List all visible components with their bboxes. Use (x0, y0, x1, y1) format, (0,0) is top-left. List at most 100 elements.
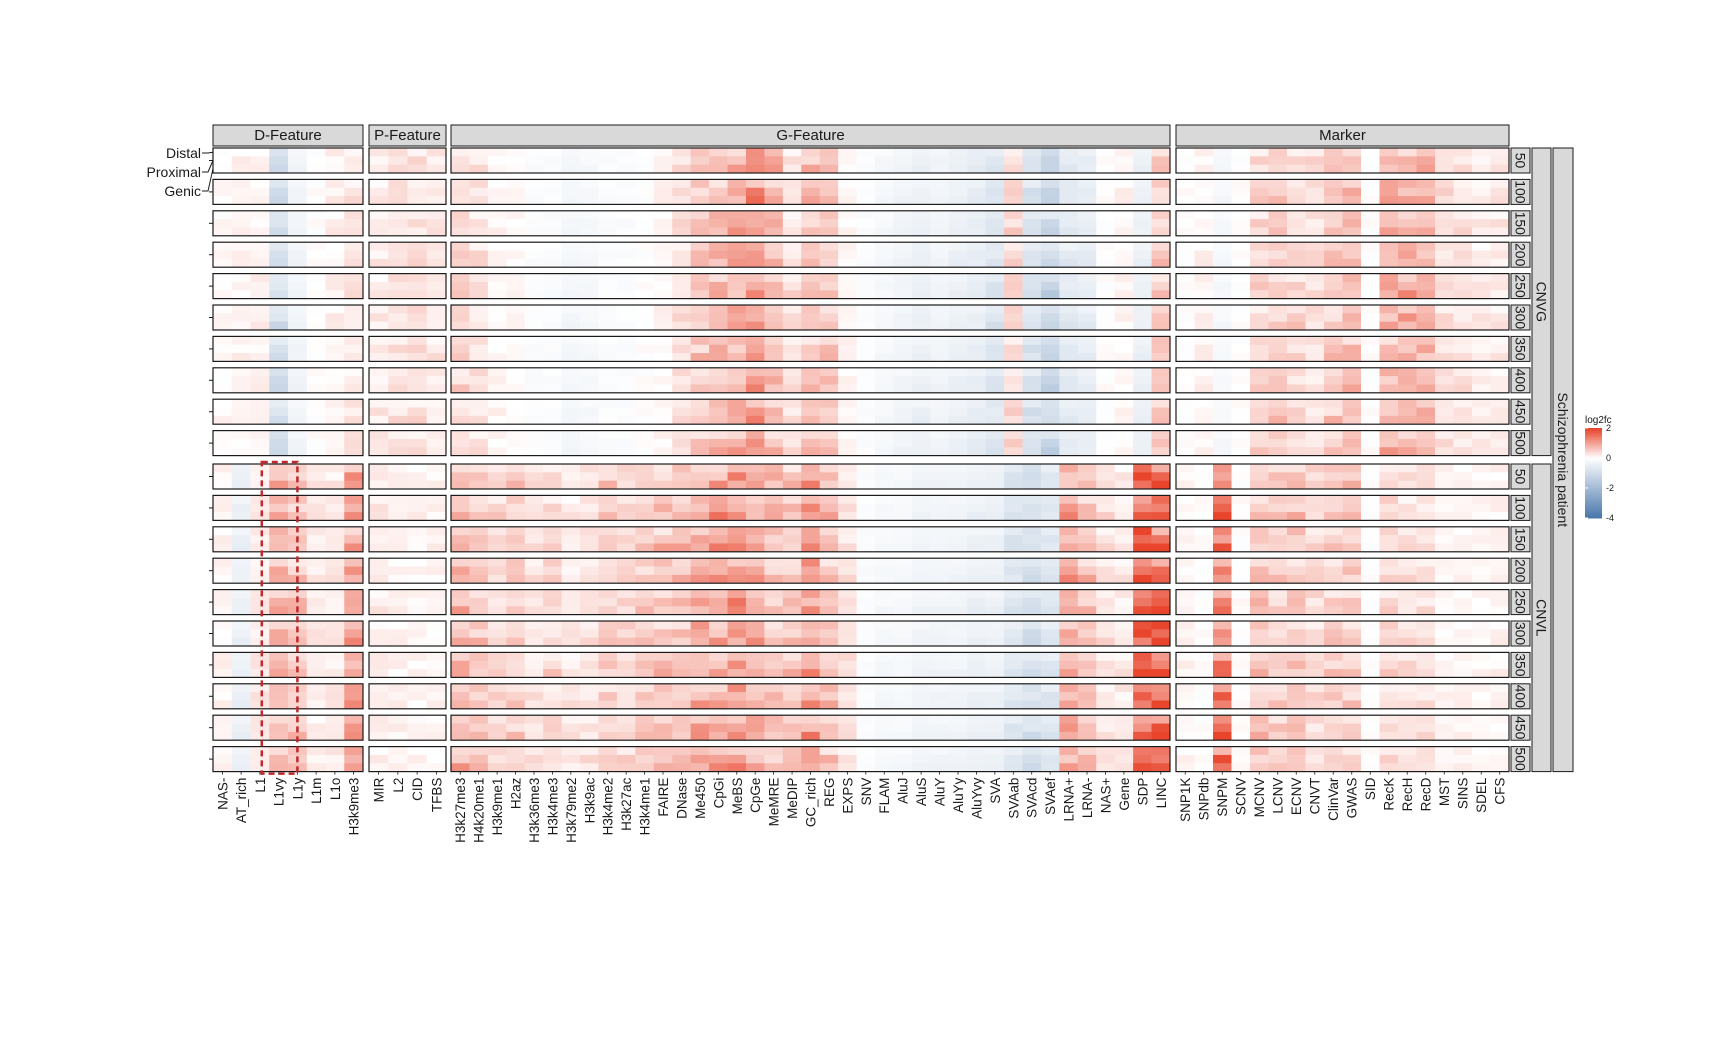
heat-cell (1022, 148, 1042, 157)
heat-cell (344, 480, 364, 490)
heat-cell (690, 480, 710, 490)
heat-cell (764, 156, 784, 165)
heat-cell (1250, 746, 1269, 756)
heat-cell (325, 407, 345, 417)
heat-cell (1305, 407, 1325, 417)
heat-cell (1250, 543, 1269, 553)
heat-cell (561, 652, 581, 662)
heat-cell (819, 480, 839, 490)
heat-cell (598, 164, 618, 174)
heat-cell (985, 273, 1005, 283)
heat-cell (451, 447, 470, 456)
heat-cell (1416, 480, 1436, 490)
heat-cell (653, 353, 673, 362)
heat-cell (1472, 258, 1491, 268)
heat-cell (561, 281, 581, 291)
heat-cell (1022, 700, 1042, 710)
heat-cell (213, 621, 233, 630)
heat-cell (1268, 148, 1288, 157)
heat-cell (1268, 219, 1288, 228)
heat-cell (819, 399, 839, 408)
heat-cell (1151, 731, 1171, 741)
heat-cell (1268, 250, 1288, 260)
heat-cell (598, 652, 618, 662)
heat-cell (407, 305, 428, 314)
heat-cell (1324, 535, 1343, 544)
heat-cell (1194, 472, 1214, 481)
heat-cell (1213, 512, 1232, 521)
heat-cell (344, 242, 364, 251)
heat-cell (344, 353, 364, 362)
legend-gradient-step (1585, 449, 1602, 451)
heat-cell (930, 156, 950, 165)
heat-cell (1324, 407, 1343, 417)
heat-cell (1151, 597, 1171, 607)
heat-cell (727, 250, 747, 260)
heat-cell (819, 512, 839, 521)
panel-cnvg-250-g-feature (450, 273, 1171, 300)
heat-cell (838, 196, 857, 205)
heat-cell (856, 700, 876, 710)
panel-cnvl-150-p-feature (368, 526, 447, 553)
heat-cell (856, 526, 876, 536)
heat-cell (388, 179, 408, 189)
heat-cell (369, 669, 389, 678)
heat-cell (487, 660, 507, 670)
legend-gradient-step (1585, 474, 1602, 477)
heat-cell (1342, 438, 1362, 448)
heat-cell (1435, 179, 1454, 189)
heat-cell (451, 321, 470, 331)
heat-cell (1379, 258, 1399, 268)
heat-cell (213, 543, 233, 553)
heat-cell (1398, 353, 1417, 362)
heat-cell (635, 321, 655, 331)
heat-cell (1151, 754, 1171, 764)
heat-cell (288, 219, 308, 228)
heat-cell (801, 305, 821, 314)
heat-cell (250, 148, 270, 157)
heat-cell (967, 281, 987, 291)
heat-cell (213, 156, 233, 165)
heat-cell (1379, 669, 1399, 678)
heat-cell (543, 503, 563, 513)
heat-cell (506, 219, 526, 228)
heat-cell (1096, 227, 1116, 237)
heat-cell (306, 313, 326, 322)
window-size-label: 250 (1513, 590, 1529, 614)
heat-cell (469, 305, 489, 314)
heat-cell (1231, 731, 1251, 741)
heat-cell (1096, 210, 1116, 220)
heat-cell (250, 754, 270, 764)
heat-cell (325, 227, 345, 237)
heat-cell (764, 574, 784, 584)
heat-cell (838, 447, 857, 456)
heat-cell (561, 376, 581, 385)
heat-cell (1176, 321, 1195, 331)
heat-cell (451, 669, 470, 678)
heat-cell (369, 438, 389, 448)
heat-cell (306, 746, 326, 756)
heat-cell (911, 692, 931, 701)
heat-cell (1059, 574, 1079, 584)
heat-cell (1398, 407, 1417, 417)
heat-cell (1324, 566, 1343, 576)
heat-cell (635, 589, 655, 599)
heat-cell (1151, 156, 1171, 165)
heat-cell (1305, 535, 1325, 544)
heat-cell (1059, 219, 1079, 228)
heat-cell (838, 290, 857, 299)
x-label: H4k20me1 (472, 778, 487, 843)
heat-cell (1059, 210, 1079, 220)
heat-cell (782, 512, 802, 521)
heat-cell (506, 629, 526, 638)
heat-cell (911, 313, 931, 322)
heat-cell (1077, 273, 1097, 283)
heat-cell (561, 438, 581, 448)
heat-cell (231, 512, 251, 521)
heat-cell (672, 407, 692, 417)
heat-cell (635, 700, 655, 710)
heat-cell (967, 472, 987, 481)
x-label: H2az (509, 777, 524, 809)
heat-cell (967, 480, 987, 490)
heat-cell (469, 606, 489, 615)
